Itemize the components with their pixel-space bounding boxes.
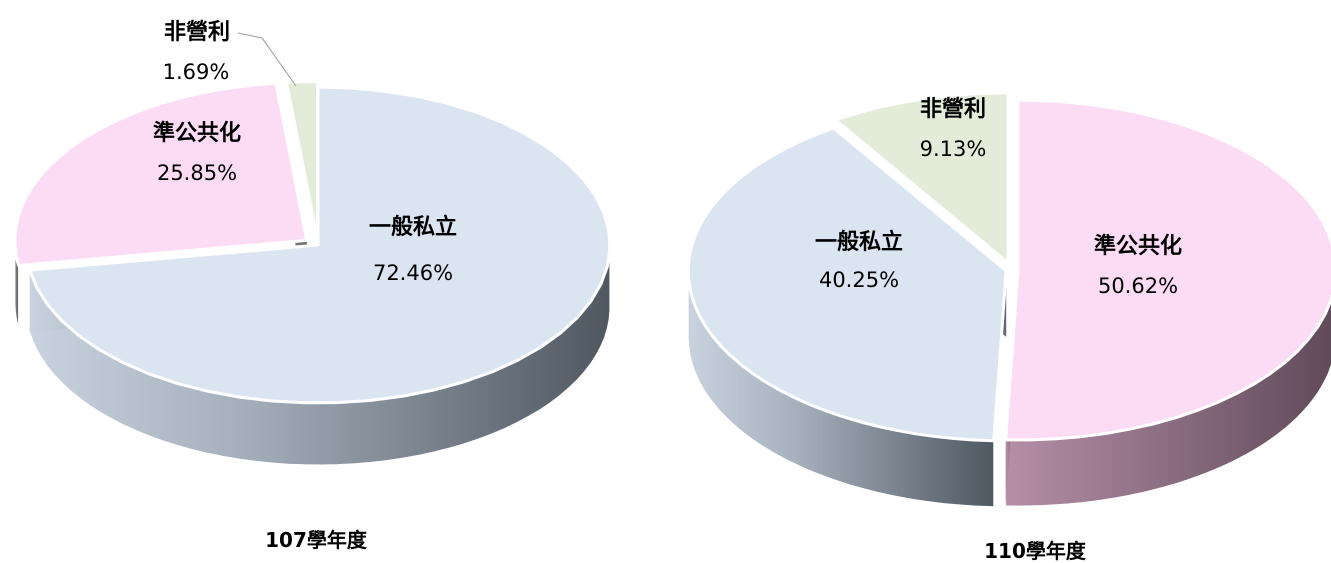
slice-label-value: 1.69% (163, 60, 230, 84)
slice-label-name: 非營利 (164, 20, 230, 45)
pie-chart-107: 一般私立 72.46% 準公共化 25.85% 非營利 1.69% 107學年度 (13, 20, 612, 552)
chart-title: 107學年度 (265, 528, 368, 552)
slice-label-value: 9.13% (920, 137, 987, 161)
leader-line (237, 32, 297, 87)
slice-label-name: 準公共化 (153, 120, 241, 146)
pie-slice-quasi-public (13, 81, 309, 267)
slice-label-name: 一般私立 (815, 229, 903, 255)
pie-slice-private (28, 85, 612, 405)
slice-label-value: 25.85% (157, 161, 237, 185)
slice-label-name: 準公共化 (1094, 233, 1182, 259)
pie-slice-quasi-public (1004, 98, 1331, 442)
slice-label-name: 一般私立 (369, 214, 457, 240)
pie-slice-nonprofit (834, 91, 1010, 265)
pie-slice-private (686, 126, 1008, 443)
pie-slice-nonprofit (285, 80, 319, 242)
slice-label-value: 50.62% (1098, 274, 1178, 298)
slice-label-name: 非營利 (920, 97, 986, 122)
slice-label-value: 40.25% (819, 268, 899, 292)
chart-title: 110學年度 (984, 539, 1087, 563)
pie-chart-110: 準公共化 50.62% 一般私立 40.25% 非營利 9.13% 110學年度 (686, 91, 1331, 563)
slice-label-value: 72.46% (373, 261, 453, 285)
